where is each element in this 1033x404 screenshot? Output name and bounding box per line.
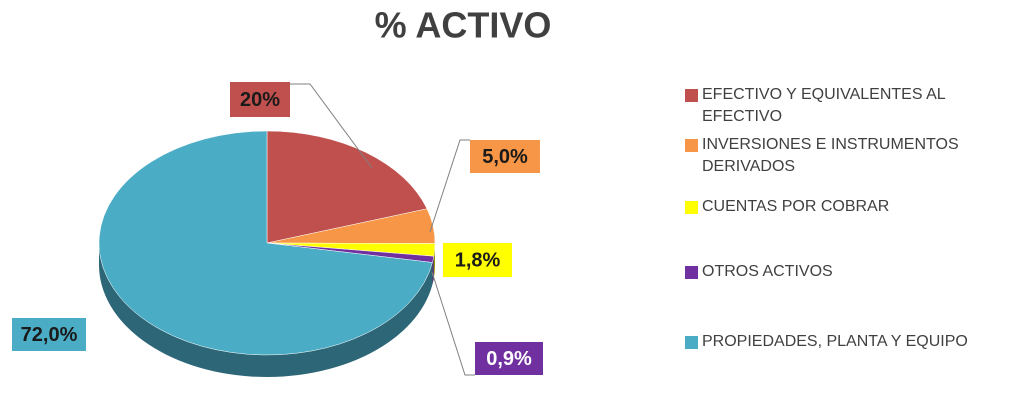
pie-sides [98, 243, 435, 377]
leader-line [290, 83, 373, 169]
legend-item: OTROS ACTIVOS [685, 261, 1030, 283]
pie-slice [266, 130, 428, 244]
data-label: 5,0% [482, 146, 528, 168]
leader-line [429, 139, 470, 233]
legend-label: PROPIEDADES, PLANTA Y EQUIPO [702, 333, 968, 350]
data-label: 1,8% [455, 249, 501, 271]
chart-title: % ACTIVO [375, 5, 552, 46]
legend-item: INVERSIONES E INSTRUMENTOS DERIVADOS [685, 134, 1015, 178]
data-label-box [475, 342, 543, 375]
data-label: 20% [240, 89, 280, 111]
data-label-box [443, 243, 512, 277]
legend-label: OTROS ACTIVOS [702, 263, 833, 280]
pie-slice [98, 130, 433, 356]
legend-swatch [685, 89, 698, 102]
data-label: 72,0% [21, 324, 78, 346]
legend-item: CUENTAS POR COBRAR [685, 196, 1030, 218]
legend-label: CUENTAS POR COBRAR [702, 198, 890, 215]
pie-side [433, 243, 435, 279]
data-label: 0,9% [486, 348, 532, 370]
leader-line [431, 271, 475, 376]
legend-swatch [685, 139, 698, 152]
data-label-box [12, 318, 86, 351]
data-label-box [470, 140, 540, 173]
legend-label: EFECTIVO Y EQUIVALENTES AL EFECTIVO [702, 86, 946, 125]
legend-swatch [685, 266, 698, 279]
legend-swatch [685, 201, 698, 214]
legend-item: EFECTIVO Y EQUIVALENTES AL EFECTIVO [685, 84, 1015, 128]
pie-side [98, 243, 433, 377]
legend-item: PROPIEDADES, PLANTA Y EQUIPO [685, 331, 1030, 353]
legend-swatch [685, 336, 698, 349]
legend-label: INVERSIONES E INSTRUMENTOS DERIVADOS [702, 136, 959, 175]
data-label-box [230, 82, 290, 117]
